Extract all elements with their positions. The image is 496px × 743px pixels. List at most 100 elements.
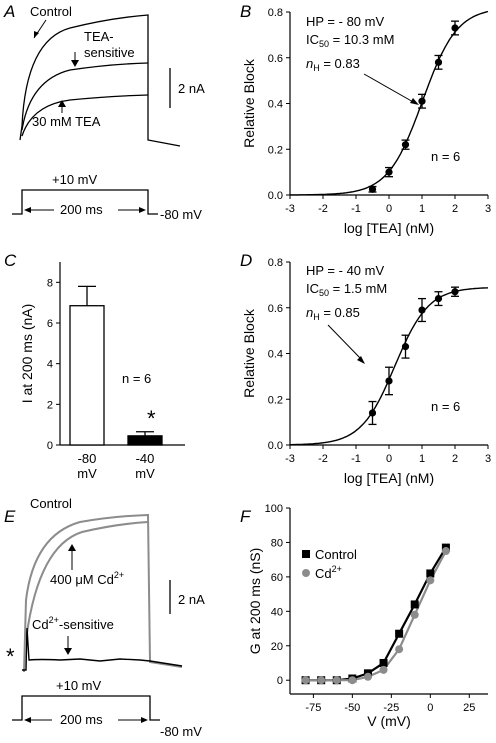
d-x-tick-label: 2: [452, 453, 458, 465]
d-x-tick-label: -1: [351, 453, 361, 465]
f-legend-marker-cd: [302, 569, 310, 577]
c-category-unit: mV: [135, 466, 155, 481]
f-point-control: [410, 600, 419, 609]
annot-d-arrow-head: [357, 356, 365, 364]
d-y-tick-label: 0.6: [268, 303, 283, 315]
panel-a: A Control TEA- sensitive 30 mM TEA 2 nA …: [3, 2, 205, 222]
f-y-tick-label: 20: [271, 641, 283, 653]
panel-f-letter: F: [240, 507, 252, 526]
f-x-tick-label: -25: [383, 702, 399, 714]
f-point-cd: [426, 576, 435, 585]
trace-cd-e: [25, 521, 149, 641]
c-category-label: -80: [78, 451, 97, 466]
b-y-tick-label: 0.6: [268, 53, 283, 65]
annot-b-hp: HP = - 80 mV: [306, 14, 384, 29]
f-x-tick-label: 25: [463, 702, 475, 714]
f-x-tick-label: 0: [427, 702, 433, 714]
f-point-control: [379, 659, 388, 667]
duration-arrowhead-right: [139, 207, 146, 213]
trace-cd-sensitive-e: [22, 627, 183, 671]
f-x-tick-label: -75: [305, 702, 321, 714]
duration-arrowhead-left: [24, 207, 31, 213]
annot-d-nh: nH = 0.85: [306, 305, 360, 322]
f-legend-label-cd: Cd2+: [315, 564, 342, 581]
c-y-tick-label: 8: [47, 277, 53, 289]
panel-d-letter: D: [240, 251, 252, 270]
f-x-tick-label: -50: [344, 702, 360, 714]
f-y-axis-label: G at 200 ms (nS): [247, 548, 263, 655]
c-category-unit: mV: [77, 466, 97, 481]
f-point-cd: [301, 676, 310, 685]
c-bar: [69, 305, 105, 446]
annot-b-ic50: IC50 = 10.3 mM: [306, 32, 394, 49]
arrow-tea-head: [58, 100, 66, 107]
d-data-point: [451, 288, 459, 296]
b-data-point: [451, 24, 459, 32]
f-point-cd: [363, 672, 372, 681]
label-scale-e: 2 nA: [178, 592, 205, 607]
label-scale-2na: 2 nA: [178, 81, 205, 96]
f-y-tick-label: 60: [271, 572, 283, 584]
b-data-point: [434, 58, 443, 66]
label-step-a: +10 mV: [52, 172, 97, 187]
d-data-point: [418, 306, 426, 314]
b-data-point: [401, 141, 410, 149]
f-point-cd: [441, 547, 450, 556]
f-point-control: [426, 569, 435, 578]
c-y-axis-label: I at 200 ms (nA): [19, 304, 35, 404]
trace-control-e: [23, 513, 183, 673]
annot-b-nh: nH = 0.83: [306, 56, 360, 73]
label-duration-e: 200 ms: [60, 712, 103, 727]
panel-c-letter: C: [4, 251, 17, 270]
panel-b: B -3 -2 -1 0 1 2 3 0.0 0.2 0.4 0.6 0.8 Relative Bloc…: [240, 2, 491, 236]
trace-control: [19, 14, 181, 147]
b-x-tick-label: 1: [419, 203, 425, 215]
label-tea-sensitive-1: TEA-: [84, 29, 114, 44]
f-point-cd: [410, 610, 419, 619]
f-series-line: [305, 550, 447, 682]
duration-e-arrowhead-left: [24, 717, 31, 723]
d-x-tick-label: -2: [318, 453, 328, 465]
n-label-d: n = 6: [431, 399, 460, 414]
n-label-c: n = 6: [122, 371, 151, 386]
arrow-cd-e-head: [68, 544, 76, 551]
f-y-tick-label: 0: [277, 675, 283, 687]
label-30mm-tea: 30 mM TEA: [32, 114, 101, 129]
b-y-tick-label: 0.8: [268, 7, 283, 19]
panel-a-letter: A: [3, 2, 15, 21]
d-y-tick-label: 0.2: [268, 394, 283, 406]
d-x-tick-label: 3: [485, 453, 491, 465]
b-x-axis-label: log [TEA] (nM): [344, 220, 434, 236]
voltage-protocol-a: [12, 189, 158, 215]
c-category-label: -40: [136, 451, 155, 466]
c-y-tick-label: 6: [47, 318, 53, 330]
label-cd-e: 400 μM Cd2+: [50, 570, 124, 587]
f-point-cd: [317, 676, 326, 685]
b-x-tick-label: -3: [285, 203, 295, 215]
d-x-tick-label: -3: [285, 453, 295, 465]
b-x-tick-label: -1: [351, 203, 361, 215]
arrow-control-head: [34, 31, 39, 38]
d-x-tick-label: 1: [419, 453, 425, 465]
panel-f: F -75 -50 -25 0 25 0 20 40 60 80 100 Control Cd2+ G a…: [240, 503, 488, 729]
f-point-control: [395, 629, 404, 638]
d-data-point: [385, 377, 393, 385]
b-data-point: [385, 168, 393, 176]
b-x-tick-label: -2: [318, 203, 328, 215]
b-data-point: [418, 97, 426, 105]
d-data-point: [368, 409, 377, 417]
voltage-protocol-e: [12, 695, 160, 721]
b-y-axis-label: Relative Block: [241, 58, 257, 148]
chart-d: -3 -2 -1 0 1 2 3 0.0 0.2 0.4 0.6 0.8 Relative Block l…: [241, 257, 491, 486]
f-point-cd: [348, 676, 357, 685]
chart-f: -75 -50 -25 0 25 0 20 40 60 80 100 Control Cd2+ G at …: [247, 503, 488, 729]
arrow-cd-sensitive-head: [64, 648, 72, 655]
f-y-tick-label: 100: [265, 503, 283, 515]
chart-b: -3 -2 -1 0 1 2 3 0.0 0.2 0.4 0.6 0.8 Relative Block l…: [241, 7, 491, 236]
d-y-axis-label: Relative Block: [241, 308, 257, 398]
label-duration-a: 200 ms: [60, 202, 103, 217]
c-y-tick-label: 2: [47, 399, 53, 411]
